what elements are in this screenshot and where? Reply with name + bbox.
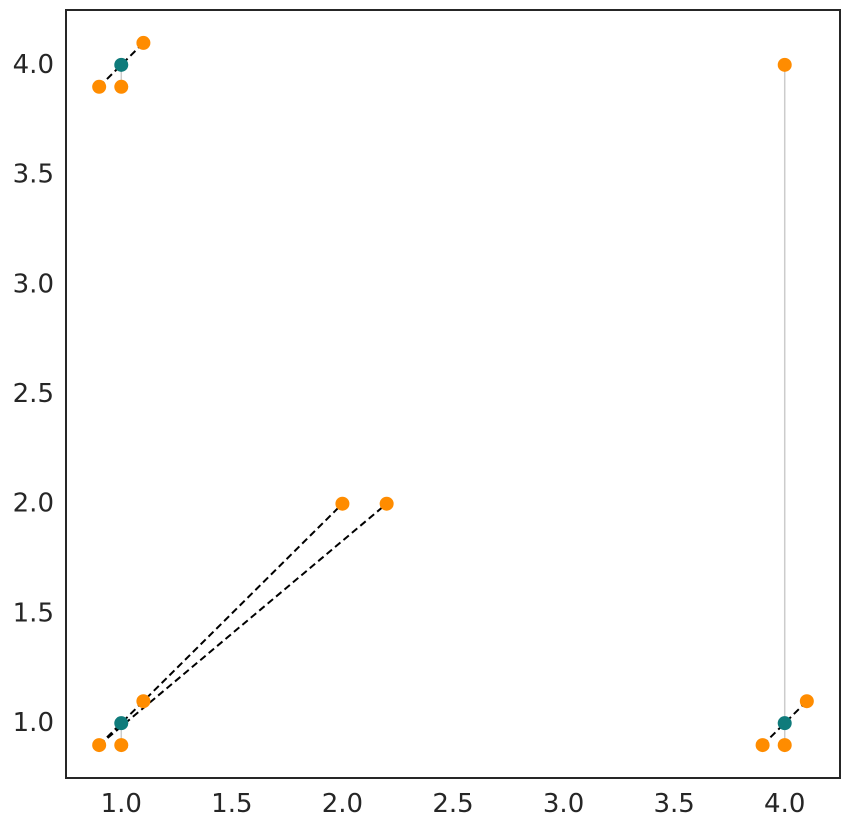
plot-frame [65,9,841,779]
data-point [379,496,394,511]
data-point [335,496,350,511]
data-point [755,738,770,753]
x-tick-label: 2.5 [432,789,473,819]
y-tick-label: 2.0 [13,489,54,519]
center-point [114,57,129,72]
center-point [777,716,792,731]
data-points [92,35,814,753]
x-tick-label: 1.5 [211,789,252,819]
data-point [114,738,129,753]
data-point [92,79,107,94]
y-tick-label: 3.0 [13,269,54,299]
data-point [136,694,151,709]
y-tick-label: 1.5 [13,598,54,628]
data-point [114,79,129,94]
data-point [777,57,792,72]
x-tick-label: 2.0 [322,789,363,819]
y-tick-label: 3.5 [13,160,54,190]
x-tick-label: 1.0 [101,789,142,819]
x-tick-label: 3.0 [543,789,584,819]
x-tick-label: 4.0 [764,789,805,819]
y-tick-label: 2.5 [13,379,54,409]
center-point [114,716,129,731]
x-axis-ticks: 1.0 1.5 2.0 2.5 3.0 3.5 4.0 [101,789,806,819]
data-point [799,694,814,709]
data-point [92,738,107,753]
y-axis-ticks: 1.0 1.5 2.0 2.5 3.0 3.5 4.0 [13,50,54,738]
data-point [136,35,151,50]
x-tick-label: 3.5 [653,789,694,819]
data-point [777,738,792,753]
y-tick-label: 4.0 [13,50,54,80]
dashed-line [98,502,388,746]
y-tick-label: 1.0 [13,708,54,738]
